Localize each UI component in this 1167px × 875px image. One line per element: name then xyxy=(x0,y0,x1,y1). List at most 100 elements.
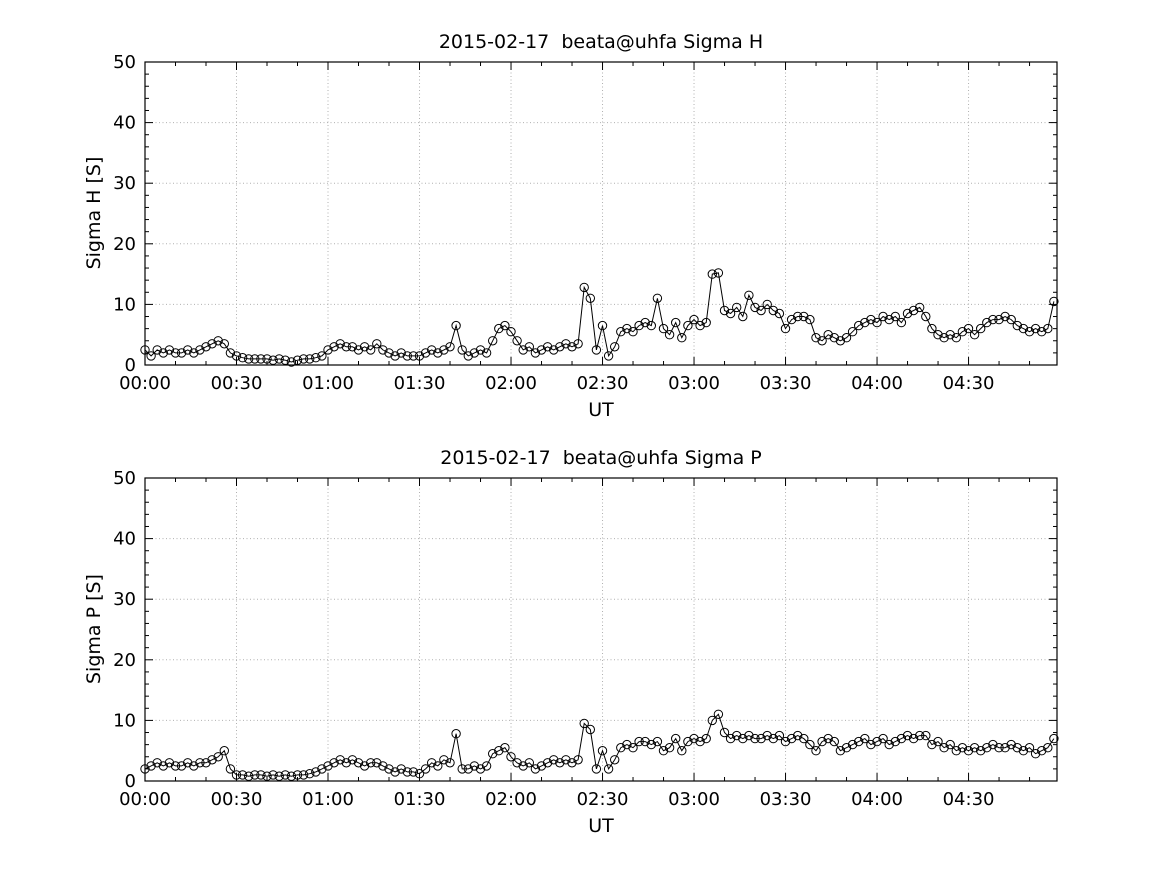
series-marker xyxy=(262,771,272,781)
series-marker xyxy=(896,733,907,744)
series-marker xyxy=(622,323,632,334)
series-marker xyxy=(750,302,760,313)
plot-box xyxy=(144,61,1058,366)
series-marker xyxy=(518,761,528,771)
series-marker xyxy=(298,354,309,364)
series-marker xyxy=(823,733,833,744)
series-marker xyxy=(384,764,394,774)
series-marker xyxy=(579,718,589,729)
y-tick-label: 40 xyxy=(113,113,136,134)
series-marker xyxy=(427,758,437,768)
y-tick-label: 30 xyxy=(113,589,136,610)
series-marker xyxy=(372,339,382,349)
series-marker xyxy=(774,730,785,741)
series-marker xyxy=(616,327,626,337)
series-marker xyxy=(341,758,351,768)
series-marker xyxy=(292,355,303,365)
series-marker xyxy=(549,345,559,355)
series-marker xyxy=(829,736,839,747)
series-marker xyxy=(658,323,669,334)
x-tick-label: 01:00 xyxy=(302,373,354,394)
series-marker xyxy=(780,736,791,747)
series-marker xyxy=(969,330,980,340)
series-marker xyxy=(988,314,998,325)
series-marker xyxy=(750,733,760,744)
series-marker xyxy=(854,736,864,747)
series-marker xyxy=(982,317,992,328)
series-marker xyxy=(786,733,797,744)
series-marker xyxy=(164,758,175,768)
series-marker xyxy=(841,743,852,753)
series-marker xyxy=(915,302,925,313)
series-marker xyxy=(225,348,236,358)
series-marker xyxy=(811,746,821,756)
series-marker xyxy=(756,733,766,744)
x-tick-label: 01:30 xyxy=(394,373,446,394)
series-marker xyxy=(481,348,492,358)
x-tick-label: 00:30 xyxy=(211,789,263,810)
series-marker xyxy=(189,348,199,358)
y-axis-label-sigma-h: Sigma H [S] xyxy=(83,157,105,270)
series-marker xyxy=(646,739,656,750)
series-marker xyxy=(1000,743,1010,753)
series-marker xyxy=(146,351,156,361)
series-marker xyxy=(976,746,986,756)
series-marker xyxy=(445,342,455,352)
x-axis-label-sigma-p: UT xyxy=(588,815,614,837)
series-marker xyxy=(195,758,205,768)
x-tick-label: 04:00 xyxy=(851,789,903,810)
series-marker xyxy=(524,758,534,768)
series-marker xyxy=(713,268,724,278)
series-marker xyxy=(1000,311,1010,322)
series-marker xyxy=(213,336,223,346)
series-marker xyxy=(158,761,169,771)
x-tick-label: 01:30 xyxy=(394,789,446,810)
series-marker xyxy=(884,314,894,325)
series-marker xyxy=(366,758,376,768)
series-marker xyxy=(274,354,284,364)
series-marker xyxy=(463,764,473,774)
series-marker xyxy=(213,752,223,762)
series-marker xyxy=(414,769,425,779)
series-marker xyxy=(176,761,187,771)
series-marker xyxy=(683,736,693,747)
series-marker xyxy=(414,351,425,361)
series-marker xyxy=(390,767,400,777)
series-marker xyxy=(335,755,345,765)
series-marker xyxy=(585,293,595,303)
series-marker xyxy=(488,336,498,346)
series-marker xyxy=(542,758,553,768)
series-marker xyxy=(1024,743,1035,753)
series-marker xyxy=(274,771,284,781)
series-marker xyxy=(902,730,913,741)
series-marker xyxy=(140,764,150,774)
series-marker xyxy=(530,764,541,774)
y-tick-label: 50 xyxy=(113,468,136,489)
series-marker xyxy=(408,767,419,777)
series-marker xyxy=(1012,743,1022,753)
series-marker xyxy=(695,320,705,331)
series-marker xyxy=(244,354,254,364)
series-marker xyxy=(616,743,626,753)
series-marker xyxy=(585,724,595,735)
series-marker xyxy=(183,758,193,768)
series-marker xyxy=(628,743,638,753)
series-marker xyxy=(732,302,742,313)
y-tick-label: 10 xyxy=(113,710,136,731)
series-marker xyxy=(152,758,162,768)
series-marker xyxy=(396,764,406,774)
series-marker xyxy=(256,770,266,780)
series-marker xyxy=(1030,749,1041,759)
series-marker xyxy=(268,355,278,365)
x-tick-label: 02:30 xyxy=(577,789,629,810)
x-tick-label: 03:00 xyxy=(668,789,720,810)
series-marker xyxy=(713,709,724,719)
series-marker xyxy=(628,327,638,337)
series-marker xyxy=(689,314,699,325)
series-marker xyxy=(292,770,303,780)
series-marker xyxy=(152,345,162,355)
series-marker xyxy=(896,317,907,328)
series-marker xyxy=(927,739,937,750)
series-marker xyxy=(805,739,815,750)
x-tick-label: 02:00 xyxy=(485,373,537,394)
